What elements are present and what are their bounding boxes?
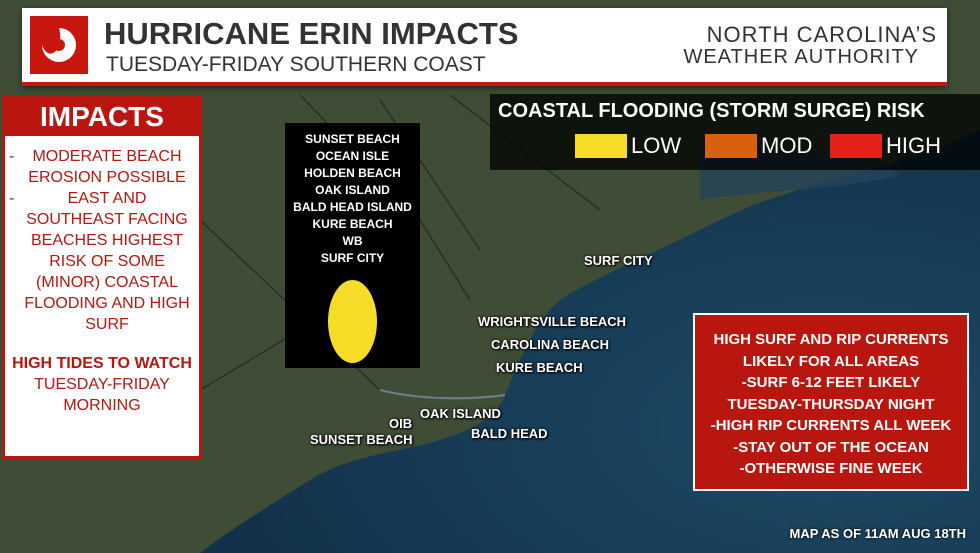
surf-box: HIGH SURF AND RIP CURRENTS LIKELY FOR ALL… [693, 313, 969, 491]
beach-name: WB [342, 234, 363, 248]
surf-line: -SURF 6-12 FEET LIKELY [741, 374, 921, 391]
map-label: OIB [389, 416, 413, 431]
tides-title: HIGH TIDES TO WATCH [12, 355, 192, 372]
map-label: OAK ISLAND [420, 406, 501, 421]
beach-name: BALD HEAD ISLAND [293, 200, 412, 214]
map-label: BALD HEAD [471, 426, 548, 441]
map-label: SUNSET BEACH [310, 432, 413, 447]
surf-line: HIGH SURF AND RIP CURRENTS [713, 331, 949, 348]
legend-swatch [575, 134, 627, 158]
risk-marker [328, 280, 377, 363]
logo-line: NORTH CAROLINA’S [706, 22, 937, 47]
legend-label: MOD [761, 133, 813, 158]
impact-item: MODERATE BEACH EROSION POSSIBLE [9, 146, 195, 188]
tides-time: TUESDAY-FRIDAY MORNING [34, 376, 170, 414]
surf-line: -OTHERWISE FINE WEEK [739, 460, 923, 477]
impacts-panel: IMPACTS MODERATE BEACH EROSION POSSIBLE … [2, 95, 202, 459]
beach-name: SUNSET BEACH [305, 132, 400, 146]
beach-name: SURF CITY [320, 251, 385, 265]
subtitle: TUESDAY-FRIDAY SOUTHERN COAST [106, 53, 486, 76]
legend-label: HIGH [886, 133, 941, 158]
map-label: KURE BEACH [496, 360, 583, 375]
beach-name: HOLDEN BEACH [304, 166, 401, 180]
header: HURRICANE ERIN IMPACTS TUESDAY-FRIDAY SO… [22, 8, 947, 86]
legend: COASTAL FLOODING (STORM SURGE) RISK LOW M… [490, 94, 980, 170]
beach-list: SUNSET BEACH OCEAN ISLE HOLDEN BEACH OAK IS… [285, 123, 420, 368]
hurricane-icon [30, 16, 88, 74]
map-label: CAROLINA BEACH [491, 337, 609, 352]
footer: MAP AS OF 11AM AUG 18TH [789, 526, 967, 541]
map-label: WRIGHTSVILLE BEACH [478, 314, 627, 329]
impacts-title: IMPACTS [5, 98, 199, 136]
surf-line: -STAY OUT OF THE OCEAN [733, 438, 929, 456]
surf-line: -HIGH RIP CURRENTS ALL WEEK [710, 417, 952, 434]
title: HURRICANE ERIN IMPACTS [104, 16, 519, 51]
legend-title: COASTAL FLOODING (STORM SURGE) RISK [498, 100, 925, 122]
surf-line: TUESDAY-THURSDAY NIGHT [727, 395, 935, 413]
beach-name: OCEAN ISLE [315, 149, 390, 163]
map-label: SURF CITY [584, 253, 653, 268]
beach-name: OAK ISLAND [315, 183, 390, 197]
beach-name: KURE BEACH [312, 217, 393, 231]
logo-line: WEATHER AUTHORITY [683, 46, 919, 68]
legend-label: LOW [631, 133, 682, 158]
legend-swatch [705, 134, 757, 158]
legend-swatch [830, 134, 882, 158]
impact-item: EAST AND SOUTHEAST FACING BEACHES HIGHES… [9, 188, 195, 335]
surf-line: LIKELY FOR ALL AREAS [742, 352, 920, 370]
impacts-body: MODERATE BEACH EROSION POSSIBLE EAST AND… [9, 146, 195, 416]
